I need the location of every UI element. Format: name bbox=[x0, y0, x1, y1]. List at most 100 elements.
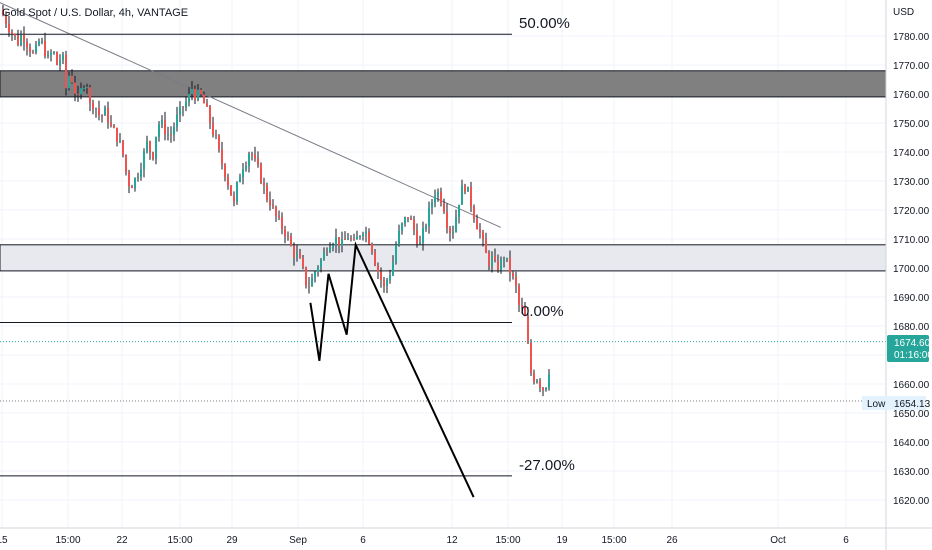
candle-body bbox=[302, 257, 304, 268]
fib-label-0: 0.00% bbox=[521, 303, 564, 320]
y-tick-label: 1700.00 bbox=[893, 264, 930, 275]
candle-body bbox=[173, 126, 175, 136]
fib-label-neg27: -27.00% bbox=[519, 457, 575, 474]
candle-body bbox=[452, 231, 454, 234]
candle-body bbox=[185, 102, 187, 108]
candle-body bbox=[230, 185, 232, 196]
candle-body bbox=[11, 31, 13, 35]
candle-body bbox=[299, 252, 301, 258]
candle-body bbox=[374, 251, 376, 266]
candle-body bbox=[266, 185, 268, 200]
candle-body bbox=[89, 87, 91, 103]
candle-body bbox=[35, 44, 37, 53]
zones bbox=[0, 70, 887, 272]
candle-body bbox=[422, 228, 424, 243]
candle-body bbox=[200, 89, 202, 95]
candle-body bbox=[464, 185, 466, 192]
x-tick-label: 26 bbox=[666, 535, 678, 546]
candle-body bbox=[5, 15, 7, 24]
candle-body bbox=[281, 217, 283, 230]
fib-label-50: 50.00% bbox=[519, 15, 570, 32]
candle-body bbox=[392, 262, 394, 276]
candle-body bbox=[284, 229, 286, 237]
candle-body bbox=[101, 115, 103, 117]
candle-body bbox=[506, 257, 508, 260]
candle-body bbox=[488, 253, 490, 266]
candle-body bbox=[332, 245, 334, 248]
candle-body bbox=[482, 232, 484, 239]
symbol-title: Gold Spot / U.S. Dollar, 4h, VANTAGE bbox=[2, 7, 188, 19]
candle-body bbox=[536, 380, 538, 383]
candle-body bbox=[539, 380, 541, 388]
candle-body bbox=[371, 243, 373, 252]
candle-body bbox=[410, 218, 412, 220]
y-tick-label: 1760.00 bbox=[893, 90, 930, 101]
candle-body bbox=[425, 226, 427, 229]
candle-body bbox=[86, 87, 88, 89]
candle-body bbox=[320, 259, 322, 268]
x-tick-label: 6 bbox=[360, 535, 366, 546]
candle-body bbox=[431, 202, 433, 208]
candle-body bbox=[377, 265, 379, 272]
candle-body bbox=[272, 205, 274, 207]
x-tick-label: 15 bbox=[0, 535, 8, 546]
candles bbox=[2, 5, 550, 397]
candle-body bbox=[32, 52, 34, 54]
candle-body bbox=[263, 182, 265, 186]
candle-body bbox=[386, 280, 388, 287]
candle-body bbox=[182, 106, 184, 108]
candle-body bbox=[416, 230, 418, 244]
candle-body bbox=[188, 93, 190, 103]
candle-body bbox=[524, 307, 526, 316]
candle-body bbox=[227, 177, 229, 186]
candle-body bbox=[545, 387, 547, 391]
candle-body bbox=[479, 229, 481, 233]
candle-body bbox=[137, 176, 139, 179]
candle-body bbox=[440, 191, 442, 204]
candle-body bbox=[455, 217, 457, 232]
candle-body bbox=[365, 231, 367, 234]
candle-body bbox=[44, 40, 46, 57]
candle-body bbox=[245, 166, 247, 170]
candle-body bbox=[14, 34, 16, 36]
candle-body bbox=[146, 141, 148, 152]
candle-body bbox=[71, 75, 73, 83]
candle-body bbox=[68, 75, 70, 89]
candle-body bbox=[155, 136, 157, 160]
candle-body bbox=[419, 242, 421, 244]
candle-body bbox=[29, 47, 31, 53]
candle-body bbox=[491, 256, 493, 266]
candle-body bbox=[500, 259, 502, 271]
low-price-tag: Low 1654.13 bbox=[862, 396, 931, 410]
candle-body bbox=[548, 374, 550, 388]
x-tick-label: Sep bbox=[289, 535, 307, 546]
candle-body bbox=[113, 125, 115, 128]
candle-body bbox=[473, 206, 475, 219]
candle-body bbox=[269, 199, 271, 206]
current-price-tag: 1674.60 01:16:00 bbox=[887, 335, 932, 362]
candle-body bbox=[83, 87, 85, 89]
candle-body bbox=[26, 42, 28, 48]
candle-body bbox=[110, 122, 112, 126]
y-tick-label: 1660.00 bbox=[893, 380, 930, 391]
candle-body bbox=[341, 239, 343, 246]
candle-body bbox=[65, 54, 67, 89]
candle-body bbox=[290, 236, 292, 246]
candle-body bbox=[209, 106, 211, 124]
candle-body bbox=[134, 178, 136, 189]
candle-body bbox=[503, 259, 505, 261]
candle-body bbox=[179, 106, 181, 115]
candle-body bbox=[398, 230, 400, 245]
candle-body bbox=[80, 88, 82, 95]
candle-body bbox=[329, 247, 331, 253]
candle-body bbox=[23, 34, 25, 43]
candle-body bbox=[428, 207, 430, 227]
candle-body bbox=[326, 251, 328, 253]
candle-body bbox=[335, 237, 337, 246]
candle-body bbox=[437, 191, 439, 197]
y-tick-label: 1630.00 bbox=[893, 467, 930, 478]
candle-body bbox=[308, 285, 310, 287]
candle-body bbox=[275, 206, 277, 216]
